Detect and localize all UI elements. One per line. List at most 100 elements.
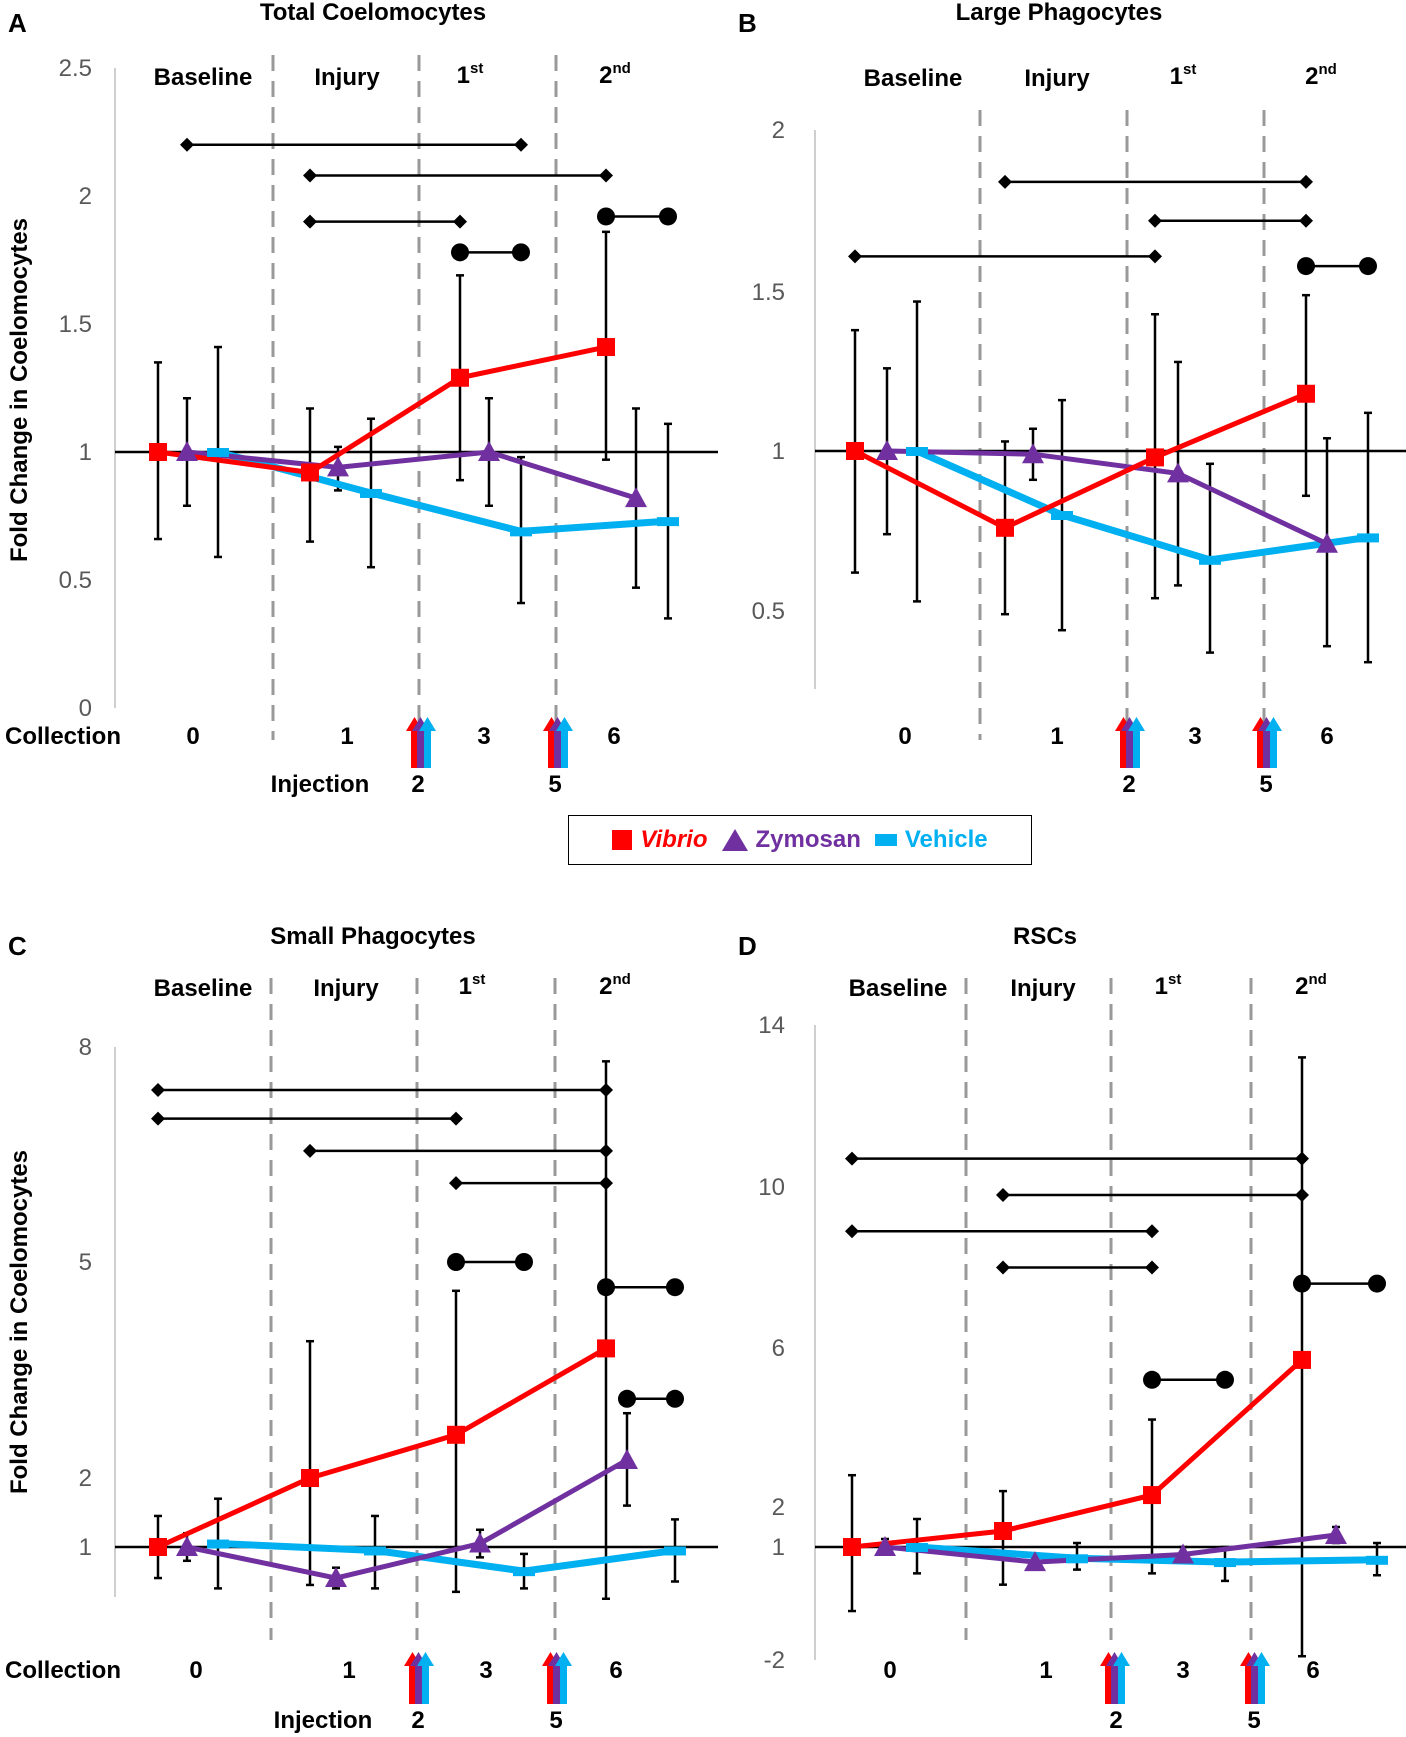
- chart-title-C: Small Phagocytes: [270, 923, 475, 950]
- collection-day-label: 1: [1050, 723, 1063, 750]
- injection-day-label: 2: [1122, 771, 1135, 798]
- zymosan-point: [616, 1449, 638, 1469]
- zymosan-point: [478, 441, 500, 461]
- significance-circle: [1359, 257, 1377, 276]
- injection-arrow-shaft: [554, 729, 561, 768]
- legend: Vibrio Zymosan Vehicle: [568, 815, 1032, 865]
- collection-day-label: 6: [1320, 723, 1333, 750]
- significance-diamond: [151, 1083, 165, 1097]
- series-line-vehicle: [915, 447, 1369, 564]
- vehicle-point: [360, 488, 382, 498]
- panel-B: B Large Phagocytes 0.5 1 1.5 2 Baseline Injury 0…: [738, 0, 1406, 798]
- vehicle-point: [1366, 1555, 1388, 1565]
- chart-title-D: RSCs: [1013, 923, 1077, 950]
- significance-diamond: [996, 1260, 1010, 1275]
- zymosan-point: [1325, 1524, 1347, 1544]
- significance-diamond: [998, 174, 1012, 189]
- legend-item-zymosan: Zymosan: [721, 826, 861, 854]
- zymosan-point: [176, 441, 198, 461]
- vehicle-point: [1199, 555, 1221, 565]
- collection-label: Collection: [5, 723, 121, 750]
- significance-diamond: [1148, 249, 1162, 264]
- zymosan-point: [469, 1532, 491, 1553]
- panel-letter-A: A: [8, 8, 27, 38]
- injection-day-label: 5: [548, 771, 561, 798]
- legend-label-zymosan: Zymosan: [755, 826, 861, 853]
- vehicle-point: [1214, 1558, 1236, 1568]
- zymosan-point: [327, 456, 349, 477]
- vibrio-point: [996, 518, 1014, 537]
- injection-day-label: 2: [411, 771, 424, 798]
- injection-arrow-shaft: [1258, 1664, 1265, 1704]
- zymosan-point: [1316, 532, 1338, 553]
- collection-label: Collection: [5, 1657, 121, 1684]
- vehicle-point: [906, 447, 928, 456]
- injection-arrow-shaft: [548, 729, 555, 768]
- collection-day-label: 0: [186, 723, 199, 750]
- series-line-vehicle: [217, 1540, 676, 1575]
- significance-diamond: [1145, 1224, 1159, 1239]
- injection-arrow-shaft: [561, 729, 568, 768]
- injection-day-label: 5: [1247, 1707, 1260, 1734]
- zymosan-point: [874, 1536, 896, 1556]
- injection-day-label: 2: [411, 1707, 424, 1734]
- vehicle-point: [364, 1546, 386, 1556]
- injection-arrow-head: [555, 1652, 572, 1666]
- significance-diamond: [151, 1111, 165, 1126]
- collection-day-label: 3: [1176, 1657, 1189, 1684]
- significance-diamond: [449, 1111, 463, 1126]
- panel-A: A Total Coelomocytes 0 0.5 1 1.5 2 2.5 Fold Chan…: [5, 0, 718, 798]
- significance-diamond: [453, 214, 467, 229]
- injection-arrow-shaft: [422, 1664, 429, 1704]
- zymosan-point: [176, 1536, 198, 1556]
- injection-arrow-shaft: [553, 1664, 560, 1704]
- significance-circle: [512, 243, 530, 262]
- y-tick-label: 2: [772, 1494, 785, 1521]
- injection-arrow-head: [1113, 1652, 1130, 1666]
- significance-circle: [515, 1253, 533, 1271]
- injection-arrow-shaft: [1105, 1664, 1112, 1704]
- y-tick-label: 1: [79, 439, 92, 466]
- significance-diamond: [303, 1143, 317, 1158]
- injection-arrow-head: [1128, 717, 1145, 731]
- significance-diamond: [1148, 213, 1162, 228]
- vibrio-point: [846, 442, 864, 460]
- y-tick-label: 1.5: [59, 311, 92, 338]
- injection-arrow-shaft: [1245, 1664, 1252, 1704]
- y-tick-label: 6: [772, 1335, 785, 1362]
- legend-label-vibrio: Vibrio: [640, 826, 708, 853]
- significance-circle: [451, 243, 469, 262]
- significance-circle: [618, 1389, 636, 1408]
- vibrio-point: [149, 1538, 167, 1556]
- y-tick-label: 2: [772, 117, 785, 144]
- collection-day-label: 1: [1039, 1657, 1052, 1684]
- y-tick-label: 0.5: [752, 598, 785, 625]
- injection-arrow-shaft: [411, 729, 418, 768]
- phase-label-baseline: Baseline: [864, 65, 963, 92]
- zymosan-point: [1024, 1551, 1046, 1572]
- collection-day-label: 6: [607, 723, 620, 750]
- collection-day-label: 0: [189, 1657, 202, 1684]
- legend-item-vibrio: Vibrio: [612, 826, 708, 854]
- injection-day-label: 5: [1259, 771, 1272, 798]
- phase-label-second: 2nd: [599, 60, 631, 89]
- injection-arrow-shaft: [560, 1664, 567, 1704]
- injection-arrow-shaft: [1126, 729, 1133, 768]
- injection-arrow-shaft: [1111, 1664, 1118, 1704]
- significance-diamond: [599, 168, 613, 183]
- vibrio-point: [301, 1469, 319, 1487]
- collection-day-label: 0: [898, 723, 911, 750]
- injection-arrow-shaft: [547, 1664, 554, 1704]
- y-tick-label: 1: [79, 1534, 92, 1561]
- injection-arrow-shaft: [1263, 729, 1270, 768]
- phase-label-second: 2nd: [599, 971, 631, 1000]
- y-tick-label: -2: [764, 1647, 785, 1674]
- injection-arrow-shaft: [424, 729, 431, 768]
- significance-circle: [1368, 1274, 1386, 1293]
- phase-label-injury: Injury: [1010, 975, 1076, 1002]
- significance-diamond: [1145, 1260, 1159, 1275]
- vibrio-point: [451, 368, 469, 387]
- collection-day-label: 6: [1306, 1657, 1319, 1684]
- collection-day-label: 1: [340, 723, 353, 750]
- series-line-vibrio: [853, 391, 1307, 531]
